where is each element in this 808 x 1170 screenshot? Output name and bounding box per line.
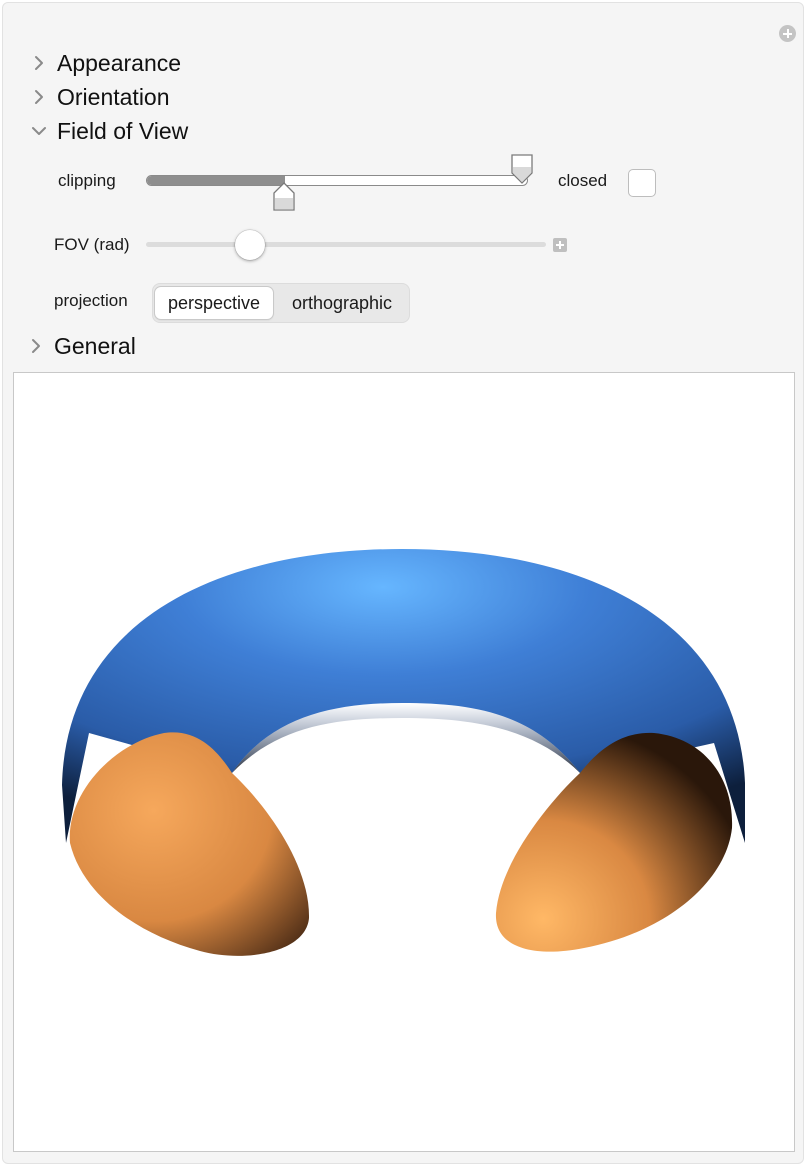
fov-slider-knob[interactable]	[235, 230, 265, 260]
section-label: General	[54, 332, 136, 359]
projection-option-orthographic[interactable]: orthographic	[291, 293, 393, 313]
clipping-range-fill	[147, 176, 285, 185]
projection-option-perspective[interactable]: perspective	[155, 287, 273, 319]
section-label: Appearance	[57, 49, 182, 76]
fov-slider-track[interactable]	[146, 242, 546, 247]
closed-label: closed	[558, 171, 608, 190]
chevron-right-icon	[32, 339, 40, 353]
section-general[interactable]: General	[28, 331, 136, 361]
projection-segmented-control: perspective orthographic	[152, 283, 410, 323]
clipped-torus-graphic	[62, 549, 745, 956]
chevron-right-icon	[35, 56, 43, 70]
3d-plot-viewport[interactable]	[13, 372, 795, 1152]
clipping-near-handle[interactable]	[272, 182, 296, 212]
expand-plus-icon[interactable]	[553, 238, 567, 252]
clipping-label: clipping	[58, 171, 116, 190]
add-control-icon[interactable]	[779, 25, 796, 42]
torus-cut-face-right	[495, 732, 733, 952]
section-field-of-view[interactable]: Field of View	[31, 116, 188, 146]
chevron-down-icon	[32, 127, 46, 135]
section-label: Orientation	[57, 83, 170, 110]
section-label: Field of View	[57, 117, 189, 144]
torus-cut-face-left	[69, 732, 310, 956]
clipping-far-handle[interactable]	[510, 153, 534, 185]
chevron-right-icon	[35, 90, 43, 104]
projection-label: projection	[54, 291, 128, 310]
section-orientation[interactable]: Orientation	[31, 82, 170, 112]
clipping-slider-track[interactable]	[146, 175, 528, 186]
section-appearance[interactable]: Appearance	[31, 48, 181, 78]
closed-checkbox[interactable]	[628, 169, 656, 197]
torus-blue-surface	[62, 549, 745, 843]
fov-label: FOV (rad)	[54, 235, 130, 254]
